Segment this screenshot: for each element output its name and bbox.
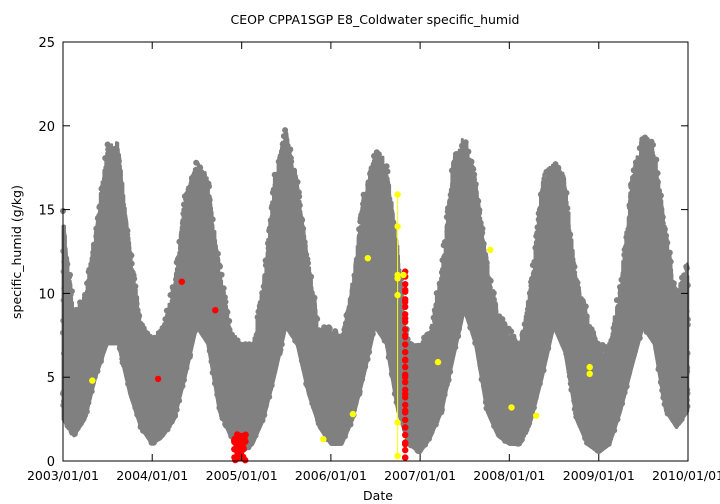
plot-area [60,127,691,464]
data-point [128,260,135,267]
data-point [128,252,135,259]
data-point [294,179,301,185]
data-point [217,263,223,270]
data-point [218,271,225,278]
data-point [384,168,391,175]
data-point [220,285,227,292]
data-point [296,193,303,200]
data-point [314,316,321,322]
data-point [383,163,390,170]
data-point [68,288,75,295]
data-point [131,275,138,282]
data-point [226,318,233,324]
data-point [287,146,294,153]
y-axis-label: specific_humid (g/kg) [9,185,24,319]
data-point [305,260,311,267]
chart-title: CEOP CPPA1SGP E8_Coldwater specific_humi… [231,12,520,27]
x-axis-label: Date [363,488,393,503]
series-main [60,127,691,455]
data-point [206,183,212,190]
data-point [214,250,221,257]
data-point [209,216,216,223]
data-point [124,227,131,234]
data-point [67,271,73,278]
